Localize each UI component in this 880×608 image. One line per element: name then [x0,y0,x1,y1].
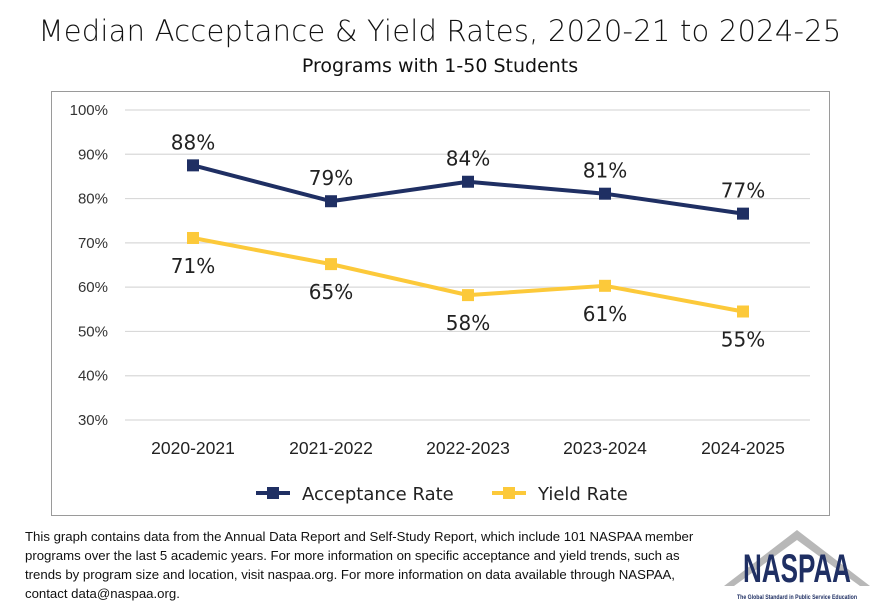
legend-marker [503,487,515,499]
y-tick-label: 80% [78,191,108,208]
y-tick-label: 60% [78,279,108,296]
data-point [325,195,337,208]
data-label: 88% [171,130,215,154]
data-label: 79% [309,166,353,190]
y-tick-label: 70% [78,235,108,252]
data-point [325,258,337,271]
data-label: 65% [309,280,353,304]
data-point [599,279,611,292]
data-label: 77% [721,179,765,203]
data-point [599,187,611,200]
svg-text:NASPAA: NASPAA [743,547,851,591]
data-label: 71% [171,254,215,278]
legend-label: Acceptance Rate [302,484,454,505]
data-label: 84% [446,147,490,171]
chart-subtitle: Programs with 1-50 Students [301,55,579,77]
series-line-0 [192,163,744,216]
x-tick-label: 2024-2025 [701,438,785,458]
y-tick-label: 30% [78,412,108,429]
data-point [737,305,749,318]
y-tick-label: 90% [78,146,108,163]
x-tick-label: 2020-2021 [151,438,235,458]
legend-label: Yield Rate [537,484,628,505]
data-point [187,231,199,244]
chart-frame [51,91,830,516]
footnote: This graph contains data from the Annual… [25,529,694,601]
data-label: 81% [583,159,627,183]
data-point [462,289,474,302]
naspaa-logo: NASPAA The Global Standard in Public Ser… [724,530,870,601]
legend-marker [267,487,279,499]
data-label: 61% [583,302,627,326]
y-tick-label: 40% [78,368,108,385]
data-point [187,159,199,172]
svg-text:The Global Standard in Public: The Global Standard in Public Service Ed… [737,595,857,601]
chart-title: Median Acceptance & Yield Rates, 2020-21… [38,14,842,48]
data-label: 55% [721,328,765,352]
data-label: 58% [446,311,490,335]
x-tick-label: 2021-2022 [289,438,373,458]
y-tick-label: 100% [70,102,108,119]
data-point [737,207,749,220]
x-tick-label: 2023-2024 [563,438,647,458]
data-point [462,175,474,188]
y-tick-label: 50% [78,323,108,340]
x-tick-label: 2022-2023 [426,438,510,458]
